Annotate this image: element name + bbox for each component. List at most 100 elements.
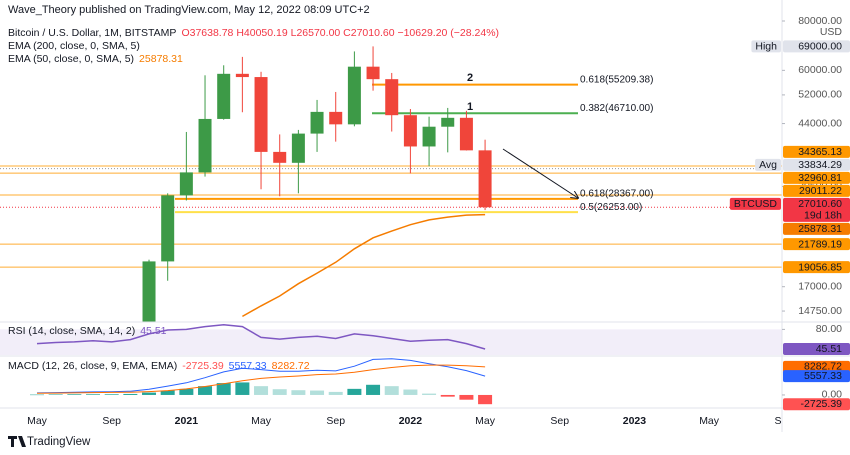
histogram-bar — [123, 393, 138, 395]
x-tick-label: May — [27, 415, 48, 427]
histogram-bar — [198, 386, 213, 395]
histogram-bar — [86, 394, 101, 395]
candle-body — [347, 66, 361, 125]
price-label: 27010.60 — [798, 198, 842, 210]
price-label: 32960.81 — [798, 172, 842, 184]
price-label-box — [783, 145, 850, 158]
histogram-bar — [459, 394, 474, 400]
indicator-value: 8282.72 — [804, 361, 842, 373]
price-label-box — [783, 184, 850, 197]
y-tick-label: 60000.00 — [798, 64, 842, 76]
publisher: Wave_Theory published on TradingView.com… — [8, 4, 370, 16]
price-label-box — [783, 261, 850, 274]
histogram-bar — [403, 389, 418, 395]
indicator-value-box — [783, 360, 850, 373]
signal-line — [36, 364, 486, 394]
macd-pane — [30, 358, 493, 405]
candle-body — [310, 111, 324, 134]
rsi-value: 45.51 — [140, 325, 166, 337]
rsi-pane — [0, 324, 782, 355]
histogram-value: -2725.39 — [182, 360, 224, 372]
price-label-box — [783, 158, 850, 171]
indicator-value-box — [783, 398, 850, 411]
y-tick-label: 80000.00 — [798, 15, 842, 27]
signal-value: 8282.72 — [272, 360, 310, 372]
x-tick-label: Sep — [326, 415, 345, 427]
price-pane: 0.618(55209.38) 0.382(46710.00) 0.618(2836… — [0, 46, 782, 322]
indicator-value-box — [783, 370, 850, 383]
candle-body — [273, 151, 287, 163]
fib-label: 0.618(55209.38) — [580, 74, 653, 85]
fib-label: 0.5(26253.00) — [580, 202, 642, 213]
ema50-value: 25878.31 — [139, 53, 183, 65]
trend-arrow — [502, 148, 578, 198]
countdown: 19d 18h — [804, 210, 842, 222]
price-label-box — [783, 40, 850, 53]
histogram-bar — [422, 393, 437, 395]
x-tick-label: May — [475, 415, 496, 427]
histogram-bar — [67, 394, 82, 395]
histogram-bar — [48, 394, 63, 395]
y-tick-label: 17000.00 — [798, 280, 842, 292]
y-tick-label: 14750.00 — [798, 305, 842, 317]
y-tick-label: 0.00 — [822, 389, 843, 401]
time-axis: MaySep2021MaySep2022MaySep2023MaySep — [27, 415, 793, 427]
price-label: 19056.85 — [798, 261, 842, 273]
histogram-bar — [254, 386, 269, 395]
brand-name: TradingView — [27, 436, 91, 448]
fib-label: 0.618(28367.00) — [580, 189, 653, 200]
candle-body — [459, 117, 473, 151]
x-tick-label: May — [699, 415, 720, 427]
price-axis: 80000.0060000.0052000.0044000.0030500.00… — [729, 15, 850, 411]
price-label-tag: High — [755, 41, 777, 53]
histogram-bar — [142, 392, 157, 395]
x-tick-label: 2023 — [623, 415, 647, 427]
candle-body — [291, 133, 305, 163]
price-label-box — [783, 197, 850, 222]
candle-body — [217, 73, 231, 119]
histogram-bar — [310, 390, 325, 395]
rsi-name: RSI (14, close, SMA, 14, 2) — [8, 325, 135, 337]
histogram-bar — [384, 386, 399, 395]
candle-body — [366, 66, 380, 80]
price-label: 33834.29 — [798, 159, 842, 171]
candle-body — [161, 195, 175, 262]
price-label: 25878.31 — [798, 223, 842, 235]
price-label-box — [783, 222, 850, 235]
price-label-tag-box — [751, 40, 781, 53]
brand: TradingView — [8, 436, 91, 448]
histogram-bar — [366, 384, 381, 395]
candle-body — [422, 126, 436, 147]
candle-body — [385, 79, 399, 116]
rsi-line — [36, 324, 486, 350]
legend-ema50: EMA (50, close, 0, SMA, 5) 25878.31 — [8, 53, 183, 65]
histogram-bar — [235, 382, 250, 395]
histogram-bar — [347, 388, 362, 395]
legend-main: Bitcoin / U.S. Dollar, 1M, BITSTAMP O3763… — [8, 27, 499, 39]
price-label-tag: BTCUSD — [734, 198, 778, 210]
price-label-box — [783, 238, 850, 251]
histogram-bar — [478, 394, 493, 405]
macd-name: MACD (12, 26, close, 9, EMA, EMA) — [8, 360, 177, 372]
candle-body — [198, 118, 212, 173]
wave-label: 1 — [467, 101, 473, 113]
histogram-bar — [104, 394, 119, 395]
macd-line — [36, 358, 486, 394]
macd-value: 5557.33 — [229, 360, 267, 372]
y-tick-label: 44000.00 — [798, 117, 842, 129]
candle-body — [403, 115, 417, 147]
histogram-bar — [291, 390, 306, 395]
price-label-tag: Avg — [759, 159, 777, 171]
candle-body — [254, 77, 268, 152]
histogram-bar — [328, 391, 343, 395]
x-tick-label: May — [251, 415, 272, 427]
legend-ema200: EMA (200, close, 0, SMA, 5) — [8, 40, 140, 52]
x-tick-label: 2021 — [175, 415, 199, 427]
symbol-title: Bitcoin / U.S. Dollar, 1M, BITSTAMP — [8, 27, 176, 39]
candle-body — [235, 73, 249, 78]
rsi-band — [0, 329, 782, 355]
candle-body — [142, 261, 156, 322]
ema50-line — [242, 213, 486, 318]
indicator-value: -2725.39 — [801, 398, 843, 410]
